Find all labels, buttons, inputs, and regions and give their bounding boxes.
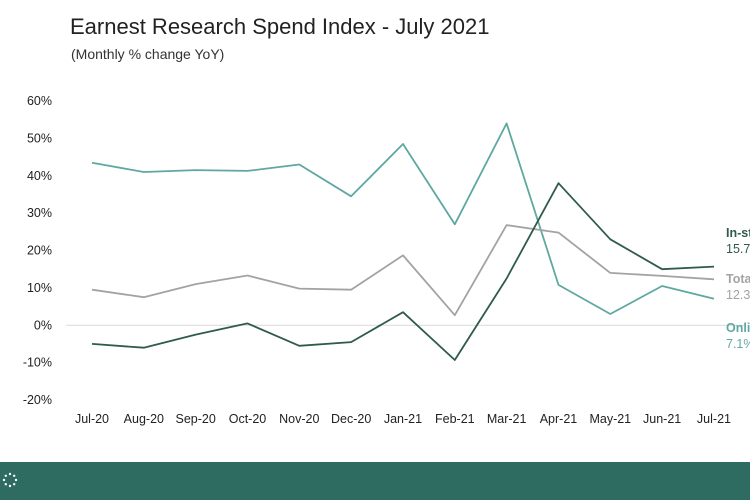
x-tick-label: Sep-20 [176, 412, 216, 426]
y-tick-label: 40% [27, 169, 52, 183]
series-value-label: 7.1% [726, 337, 750, 351]
series-line-in-store [91, 182, 715, 361]
y-tick-label: -10% [23, 356, 52, 370]
series-name-label: Total [726, 272, 750, 286]
series-line-total [91, 224, 715, 317]
dotted-circle-logo-icon [2, 472, 18, 488]
x-tick-label: Feb-21 [435, 412, 475, 426]
chart-title: Earnest Research Spend Index - July 2021 [70, 14, 490, 39]
x-tick-label: Nov-20 [279, 412, 319, 426]
series-line-online [91, 122, 715, 315]
x-tick-label: Dec-20 [331, 412, 371, 426]
series-value-label: 12.3% [726, 288, 750, 302]
x-tick-label: May-21 [589, 412, 631, 426]
series-name-label: Online [726, 321, 750, 335]
x-tick-label: Oct-20 [229, 412, 267, 426]
y-tick-label: 20% [27, 244, 52, 258]
series-name-label: In-store [726, 226, 750, 240]
series-value-label: 15.7% [726, 242, 750, 256]
x-tick-label: Jun-21 [643, 412, 681, 426]
y-tick-label: 30% [27, 206, 52, 220]
x-tick-label: Apr-21 [540, 412, 578, 426]
x-tick-label: Aug-20 [124, 412, 164, 426]
y-tick-label: 60% [27, 94, 52, 108]
y-tick-label: 0% [34, 318, 52, 332]
x-tick-label: Mar-21 [487, 412, 527, 426]
x-tick-label: Jan-21 [384, 412, 422, 426]
y-tick-label: -20% [23, 393, 52, 407]
y-tick-label: 50% [27, 131, 52, 145]
x-tick-label: Jul-21 [697, 412, 731, 426]
line-chart: 60% 50% 40% 30% 20% 10% 0% -10% -20% Jul-20 Aug-20… [23, 94, 750, 426]
x-tick-label: Jul-20 [75, 412, 109, 426]
y-tick-label: 10% [27, 281, 52, 295]
footer-bar [0, 462, 750, 500]
chart-subtitle: (Monthly % change YoY) [71, 46, 225, 62]
